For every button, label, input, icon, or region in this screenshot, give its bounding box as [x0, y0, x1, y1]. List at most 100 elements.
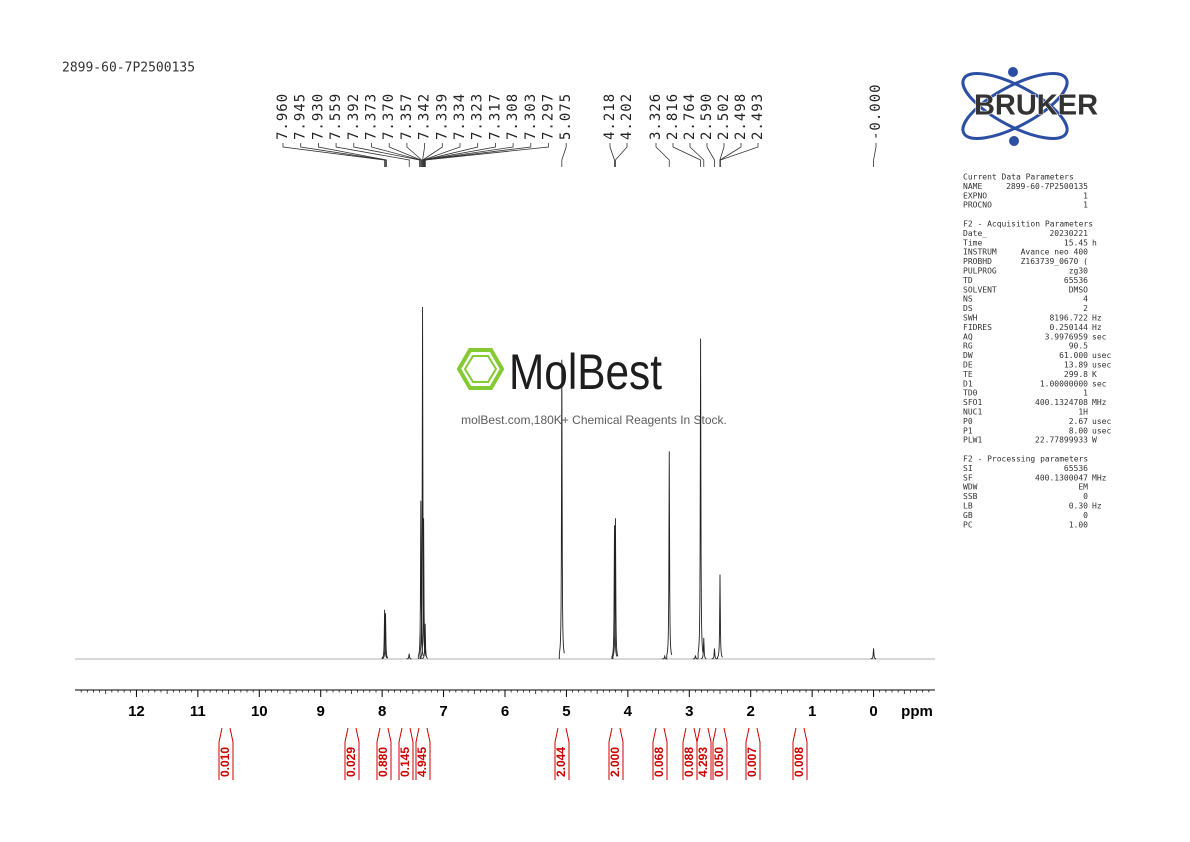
- peak: [700, 637, 707, 660]
- peak-label: 7.297: [541, 93, 557, 140]
- bruker-logo: BRUKER: [961, 67, 1099, 146]
- param-value: 1: [1083, 191, 1088, 200]
- peak-connector: [424, 143, 549, 167]
- param-value: EM: [1078, 483, 1088, 492]
- peak-label: 7.370: [381, 93, 397, 140]
- peak-label: 7.308: [505, 93, 521, 140]
- peak-label: 4.218: [602, 93, 618, 140]
- peak-connector: [406, 143, 423, 167]
- peak-connector: [873, 143, 877, 167]
- peak-connector: [672, 143, 701, 167]
- param-unit: MHz: [1092, 398, 1107, 407]
- param-value: 0.30: [1069, 502, 1088, 511]
- param-value: 1H: [1078, 408, 1088, 417]
- integral-bracket: [218, 727, 234, 780]
- integral-bracket: [344, 727, 360, 780]
- param-value: Avance neo 400: [1021, 248, 1089, 257]
- param-unit: usec: [1092, 361, 1111, 370]
- peak-connector: [689, 143, 705, 167]
- param-key: P1: [963, 426, 973, 435]
- peak-label: 3.326: [648, 93, 664, 140]
- param-value: 15.45: [1064, 238, 1088, 247]
- x-tick-label: 11: [190, 703, 206, 720]
- peak-connector: [335, 143, 410, 167]
- param-key: NUC1: [963, 408, 982, 417]
- peak: [612, 518, 619, 660]
- peak-label: -0.000: [868, 83, 884, 140]
- param-value: 65536: [1064, 464, 1088, 473]
- param-value: Z163739_0670 (: [1021, 257, 1088, 266]
- x-axis-label: ppm: [901, 703, 933, 720]
- param-value: 0: [1083, 492, 1088, 501]
- logo-text: BRUKER: [974, 90, 1098, 122]
- x-tick-label: 9: [317, 703, 325, 720]
- param-value: 8196.722: [1049, 314, 1088, 323]
- param-unit: usec: [1092, 417, 1111, 426]
- param-value: 4: [1083, 295, 1088, 304]
- param-unit: Hz: [1092, 323, 1102, 332]
- param-value: 22.77899933: [1035, 436, 1088, 445]
- peak-label: 7.317: [487, 93, 503, 140]
- peak-label: 7.303: [523, 93, 539, 140]
- param-value: 20230221: [1049, 229, 1088, 238]
- param-key: EXPNO: [963, 191, 987, 200]
- param-value: 400.1324708: [1035, 398, 1088, 407]
- peak-connector: [561, 143, 567, 167]
- watermark-icon: [456, 348, 505, 390]
- peak-label: 7.373: [364, 93, 380, 140]
- x-tick-label: 10: [251, 703, 268, 720]
- param-key: D1: [963, 379, 973, 388]
- integral-label: 0.050: [712, 747, 726, 777]
- peak-connector: [720, 143, 759, 167]
- param-unit: W: [1092, 436, 1097, 445]
- param-key: Time: [963, 238, 982, 247]
- peak: [422, 623, 428, 660]
- param-unit: h: [1092, 238, 1097, 247]
- peak-connector: [282, 143, 386, 167]
- param-value: 0: [1083, 511, 1088, 520]
- param-section-title: F2 - Processing parameters: [963, 455, 1088, 464]
- peak: [406, 653, 412, 660]
- peak-connector: [706, 143, 715, 167]
- logo-orbit: [961, 72, 1069, 140]
- watermark-slogan: molBest.com,180K+ Chemical Reagents In S…: [461, 413, 727, 427]
- param-unit: sec: [1092, 379, 1107, 388]
- param-key: AQ: [963, 332, 973, 341]
- param-key: SI: [963, 464, 973, 473]
- param-key: PROBHD: [963, 257, 992, 266]
- peak-connector: [388, 143, 422, 167]
- integral-bracket: [415, 727, 431, 780]
- param-key: DS: [963, 304, 973, 313]
- x-tick-label: 3: [685, 703, 693, 720]
- peak: [611, 525, 618, 660]
- integral-label: 4.293: [696, 747, 710, 777]
- x-tick-label: 4: [624, 703, 633, 720]
- integral-label: 2.044: [554, 747, 568, 777]
- param-key: SOLVENT: [963, 285, 997, 294]
- param-value: 2.67: [1069, 417, 1088, 426]
- param-unit: K: [1092, 370, 1097, 379]
- param-unit: usec: [1092, 426, 1111, 435]
- peak-label: 7.559: [328, 93, 344, 140]
- x-tick-label: 6: [501, 703, 509, 720]
- param-value: 2: [1083, 304, 1088, 313]
- param-section-title: F2 - Acquisition Parameters: [963, 220, 1093, 229]
- peak-connector: [353, 143, 420, 167]
- peak: [870, 648, 877, 660]
- peak-connector: [422, 143, 461, 167]
- param-value: DMSO: [1069, 285, 1088, 294]
- param-key: NAME: [963, 182, 982, 191]
- integral-label: 0.010: [218, 747, 232, 777]
- peak-label: 7.334: [452, 93, 468, 140]
- integral-bracket: [398, 727, 414, 780]
- param-key: Date_: [963, 229, 987, 238]
- peak-label: 7.960: [275, 93, 291, 140]
- peak: [420, 518, 427, 660]
- param-value: 1: [1083, 201, 1088, 210]
- param-key: DW: [963, 351, 973, 360]
- logo-dot: [1009, 136, 1019, 146]
- peak-label: 7.323: [470, 93, 486, 140]
- integral-label: 4.945: [415, 747, 429, 777]
- peak: [697, 338, 704, 660]
